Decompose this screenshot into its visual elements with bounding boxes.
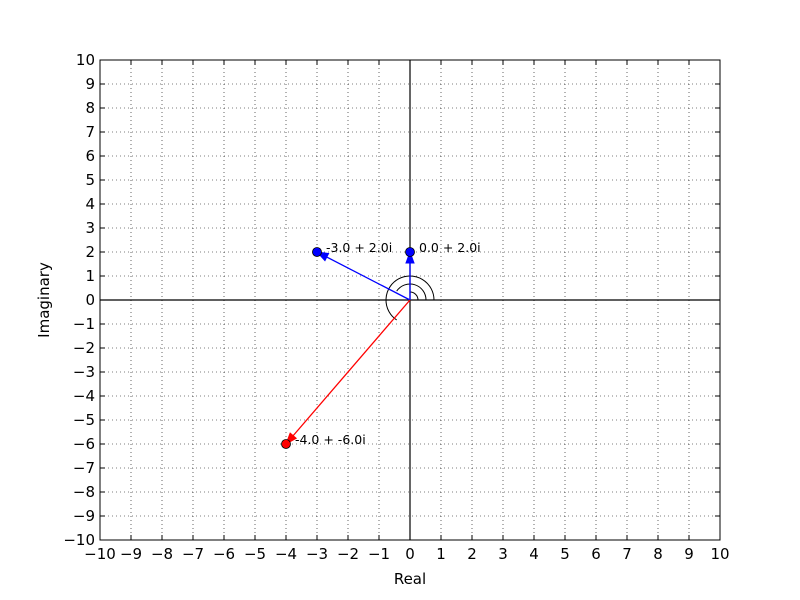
y-tick-label: 3 — [85, 219, 95, 237]
data-point — [312, 247, 322, 257]
y-tick-label: 10 — [76, 51, 95, 69]
vectors-layer — [281, 247, 415, 449]
y-tick-label: −8 — [73, 483, 95, 501]
x-tick-label: 0 — [405, 545, 415, 563]
point-label: 0.0 + 2.0i — [419, 240, 481, 255]
data-point — [281, 439, 291, 449]
y-tick-label: 1 — [85, 267, 95, 285]
y-tick-label: −3 — [73, 363, 95, 381]
angle-arc — [409, 291, 419, 301]
y-tick-label: 2 — [85, 243, 95, 261]
y-tick-label: −2 — [73, 339, 95, 357]
y-tick-label: −7 — [73, 459, 95, 477]
data-point — [405, 247, 415, 257]
x-tick-label: −9 — [120, 545, 142, 563]
x-tick-label: 1 — [436, 545, 446, 563]
angle-arc — [385, 275, 435, 321]
x-tick-label: −7 — [182, 545, 204, 563]
x-tick-label: −3 — [306, 545, 328, 563]
y-tick-label: 5 — [85, 171, 95, 189]
angle-arc — [396, 283, 427, 301]
y-axis-title: Imaginary — [35, 262, 53, 338]
y-tick-label: 9 — [85, 75, 95, 93]
y-tick-label: −9 — [73, 507, 95, 525]
angle-arcs — [385, 275, 435, 321]
x-tick-label: 7 — [622, 545, 632, 563]
y-tick-label: 4 — [85, 195, 95, 213]
y-tick-label: −5 — [73, 411, 95, 429]
point-label: -4.0 + -6.0i — [295, 432, 366, 447]
x-tick-label: 3 — [498, 545, 508, 563]
y-tick-label: 0 — [85, 291, 95, 309]
x-tick-label: 4 — [529, 545, 539, 563]
y-tick-label: −6 — [73, 435, 95, 453]
x-tick-label: 10 — [710, 545, 729, 563]
x-tick-label: 2 — [467, 545, 477, 563]
vector-arrowhead — [405, 250, 415, 264]
x-tick-label: −6 — [213, 545, 235, 563]
ticks-layer: −10 −9 −8 −7 −6 −5 −4 −3 −2 −1 0 1 2 3 4 5 6 7 8 9 10−10−9−8… — [63, 51, 729, 563]
y-tick-label: 7 — [85, 123, 95, 141]
x-tick-label: 9 — [684, 545, 694, 563]
x-tick-label: −8 — [151, 545, 173, 563]
x-axis-title: Real — [394, 570, 426, 588]
x-tick-label: −2 — [337, 545, 359, 563]
point-label: -3.0 + 2.0i — [326, 240, 392, 255]
x-tick-label: 6 — [591, 545, 601, 563]
y-tick-label: 8 — [85, 99, 95, 117]
x-tick-label: −5 — [244, 545, 266, 563]
x-tick-label: −10 — [84, 545, 116, 563]
x-tick-label: 5 — [560, 545, 570, 563]
y-tick-label: −10 — [63, 531, 95, 549]
x-tick-label: −1 — [368, 545, 390, 563]
x-tick-label: −4 — [275, 545, 297, 563]
vector-line — [316, 251, 411, 301]
labels-layer: 0.0 + 2.0i -3.0 + 2.0i -4.0 + -6.0i — [295, 240, 481, 447]
y-tick-label: 6 — [85, 147, 95, 165]
x-tick-label: 8 — [653, 545, 663, 563]
y-tick-label: −1 — [73, 315, 95, 333]
y-tick-label: −4 — [73, 387, 95, 405]
vector-line — [285, 299, 411, 445]
